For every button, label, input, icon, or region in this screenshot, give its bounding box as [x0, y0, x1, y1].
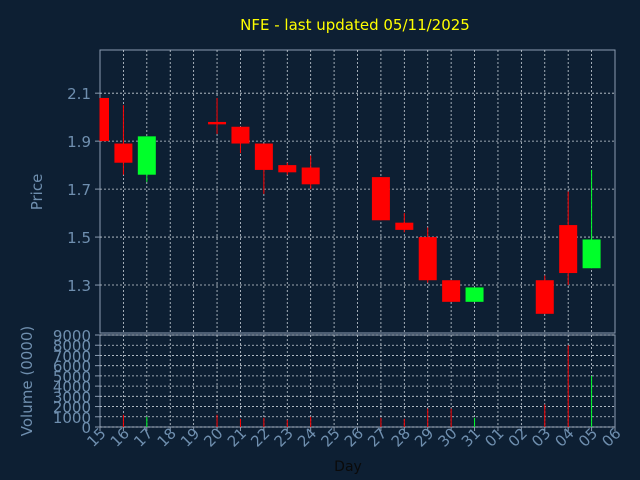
candle-body [100, 97, 109, 142]
candle-body [395, 222, 414, 230]
volume-tick-label: 7000 [53, 347, 91, 365]
price-tick-label: 1.9 [67, 133, 91, 151]
x-axis-ticks: 1516171819202122232425262728293031010203… [83, 424, 624, 450]
candle-body [442, 280, 461, 302]
volume-tick-label: 2000 [53, 399, 91, 417]
volume-tick-label: 0 [81, 419, 91, 437]
candle-body [231, 126, 250, 144]
candle-body [371, 177, 390, 221]
volume-tick-label: 5000 [53, 368, 91, 386]
volume-tick-label: 9000 [53, 327, 91, 345]
candle-body [137, 136, 156, 175]
price-axis-label: Price [28, 174, 46, 211]
volume-tick-label: 6000 [53, 358, 91, 376]
price-panel: 1.3 1.5 1.7 1.9 2.1 [67, 49, 616, 334]
candle-body [254, 143, 273, 170]
volume-tick-label: 8000 [53, 337, 91, 355]
candle-body [278, 165, 297, 173]
x-axis-label: Day [334, 459, 362, 475]
volume-tick-label: 3000 [53, 388, 91, 406]
volume-axis-label: Volume (0000) [18, 326, 36, 436]
candle-body [559, 225, 578, 274]
price-tick-label: 1.7 [67, 181, 91, 199]
volume-tick-label: 1000 [53, 409, 91, 427]
candle-body [465, 287, 484, 302]
volume-tick-label: 4000 [53, 378, 91, 396]
price-tick-label: 2.1 [67, 85, 91, 103]
candle-body [301, 167, 320, 185]
candle-body [535, 280, 554, 314]
price-tick-label: 1.3 [67, 277, 91, 295]
candle-body [208, 121, 227, 125]
candle-body [418, 237, 437, 281]
chart-title: NFE - last updated 05/11/2025 [240, 16, 470, 34]
candle-body [114, 143, 133, 163]
price-tick-label: 1.5 [67, 229, 91, 247]
candle-body [582, 239, 601, 269]
